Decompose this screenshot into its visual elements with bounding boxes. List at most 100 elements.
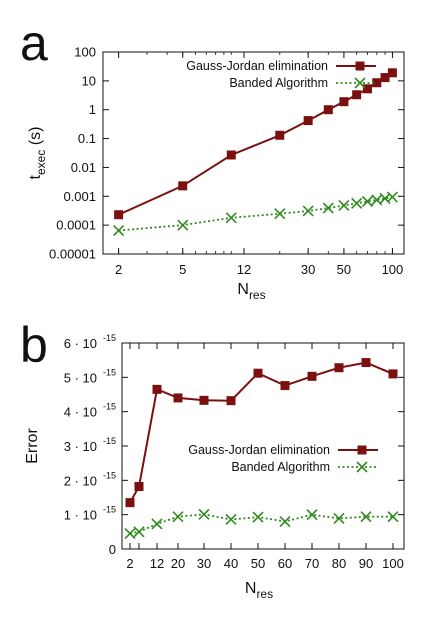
panel-label-b: b (20, 317, 48, 373)
data-point-x (177, 219, 189, 231)
x-tick-label: 30 (197, 556, 211, 571)
data-point-x-stroke (151, 518, 163, 530)
data-point-x (198, 508, 210, 520)
data-point-x (360, 511, 372, 523)
data-point-x (133, 526, 145, 538)
data-point-x-stroke (198, 508, 210, 520)
data-point-x (225, 212, 237, 224)
x-axis-label-sub: res (249, 288, 266, 302)
x-tick-label: 70 (305, 556, 319, 571)
data-point-x-stroke (113, 224, 125, 237)
data-point-square (253, 368, 263, 378)
legend-label: Gauss-Jordan elimination (186, 59, 328, 73)
x-tick-label: 2 (126, 556, 133, 571)
y-tick-label: 5 · 10 (64, 370, 97, 385)
data-point-square (361, 358, 371, 368)
data-point-square (226, 396, 236, 406)
y-tick-label: 1 · 10 (64, 508, 97, 523)
x-tick-label: 60 (278, 556, 292, 571)
data-point-square (334, 363, 344, 373)
data-point-x-stroke (177, 219, 189, 231)
data-point-square (280, 381, 290, 391)
data-point-x-stroke (252, 511, 264, 523)
y-tick-exponent: -15 (103, 367, 116, 377)
data-point-x-stroke (371, 194, 383, 206)
x-axis-label: Nres (237, 281, 265, 302)
data-point-x (333, 512, 345, 525)
data-point-x (124, 527, 136, 540)
data-point-x-stroke (133, 526, 145, 538)
data-point-square (380, 73, 390, 83)
data-point-x (274, 208, 286, 220)
x-tick-label: 5 (179, 262, 186, 277)
data-point-x-stroke (387, 511, 399, 523)
data-point-square (199, 395, 209, 405)
legend: Gauss-Jordan elimination Banded Algorithm (188, 443, 378, 474)
y-tick-exponent: -15 (103, 402, 116, 412)
data-point-x-stroke (279, 515, 291, 528)
data-point-x-stroke (360, 511, 372, 523)
data-point-x-stroke (274, 208, 286, 220)
data-point-x (361, 195, 374, 208)
panel-label-a: a (20, 15, 48, 71)
series-line (129, 361, 394, 504)
data-point-x-stroke (172, 511, 184, 523)
y-tick-label: 1 (89, 102, 96, 117)
series-line (118, 196, 393, 232)
x-tick-label: 100 (382, 556, 404, 571)
x-tick-label: 40 (224, 556, 238, 571)
data-point-square (152, 384, 162, 394)
data-point-x-stroke (302, 205, 314, 217)
data-point-x (351, 197, 363, 209)
data-point-square (303, 116, 313, 126)
data-point-square (178, 181, 188, 191)
y-axis-label: texec (s) (27, 127, 48, 180)
data-point-x-stroke (322, 202, 334, 214)
x-tick-label: 12 (237, 262, 251, 277)
x-tick-label: 20 (171, 556, 185, 571)
data-point-square (362, 84, 372, 94)
series-line (129, 513, 393, 535)
y-axis-label-unit: (s) (27, 127, 44, 150)
data-point-x (279, 515, 291, 528)
data-point-square (323, 105, 333, 115)
data-point-x-stroke (124, 527, 136, 540)
y-axis-label: Error (24, 428, 41, 464)
data-point-x (252, 511, 264, 523)
data-point-x-stroke (333, 512, 345, 525)
data-point-x (113, 224, 125, 237)
series-line (118, 71, 393, 216)
data-point-x (338, 199, 350, 212)
panel-b: b 0 1 · 10 -15 2 · 10 -15 3 · 10 -15 4 · 10 -15 5 … (20, 317, 405, 601)
data-point-x-stroke (361, 195, 374, 208)
data-point-x (386, 191, 398, 203)
y-tick-label: 0 (109, 542, 116, 557)
y-tick-label: 0.001 (63, 189, 96, 204)
data-point-x-stroke (225, 513, 237, 526)
y-tick-label: 10 (82, 73, 96, 88)
data-point-square (114, 210, 124, 220)
data-point-square (352, 90, 362, 100)
panel-a: a 0.00001 0.0001 0.001 0.01 0.1 1 10 100 2 5 12 30 50… (20, 15, 405, 302)
data-point-x-stroke (351, 197, 363, 209)
y-axis-label-sub: exec (34, 150, 48, 175)
data-point-x (387, 511, 399, 523)
y-tick-label: 4 · 10 (64, 405, 97, 420)
data-point-x (151, 518, 163, 530)
y-tick-label: 0.0001 (56, 218, 96, 233)
data-point-square (387, 68, 397, 78)
data-point-x (225, 513, 237, 526)
data-point-x (172, 511, 184, 523)
data-point-x-stroke (306, 509, 318, 521)
x-tick-label: 2 (115, 262, 122, 277)
data-point-square (125, 498, 135, 508)
data-point-x-stroke (379, 192, 391, 205)
x-tick-label: 50 (251, 556, 265, 571)
data-point-square (388, 369, 398, 379)
data-point-square (372, 78, 382, 88)
data-point-x-stroke (225, 212, 237, 224)
data-point-x-stroke (338, 199, 350, 212)
y-tick-label: 2 · 10 (64, 473, 97, 488)
y-tick-exponent: -15 (103, 333, 116, 343)
